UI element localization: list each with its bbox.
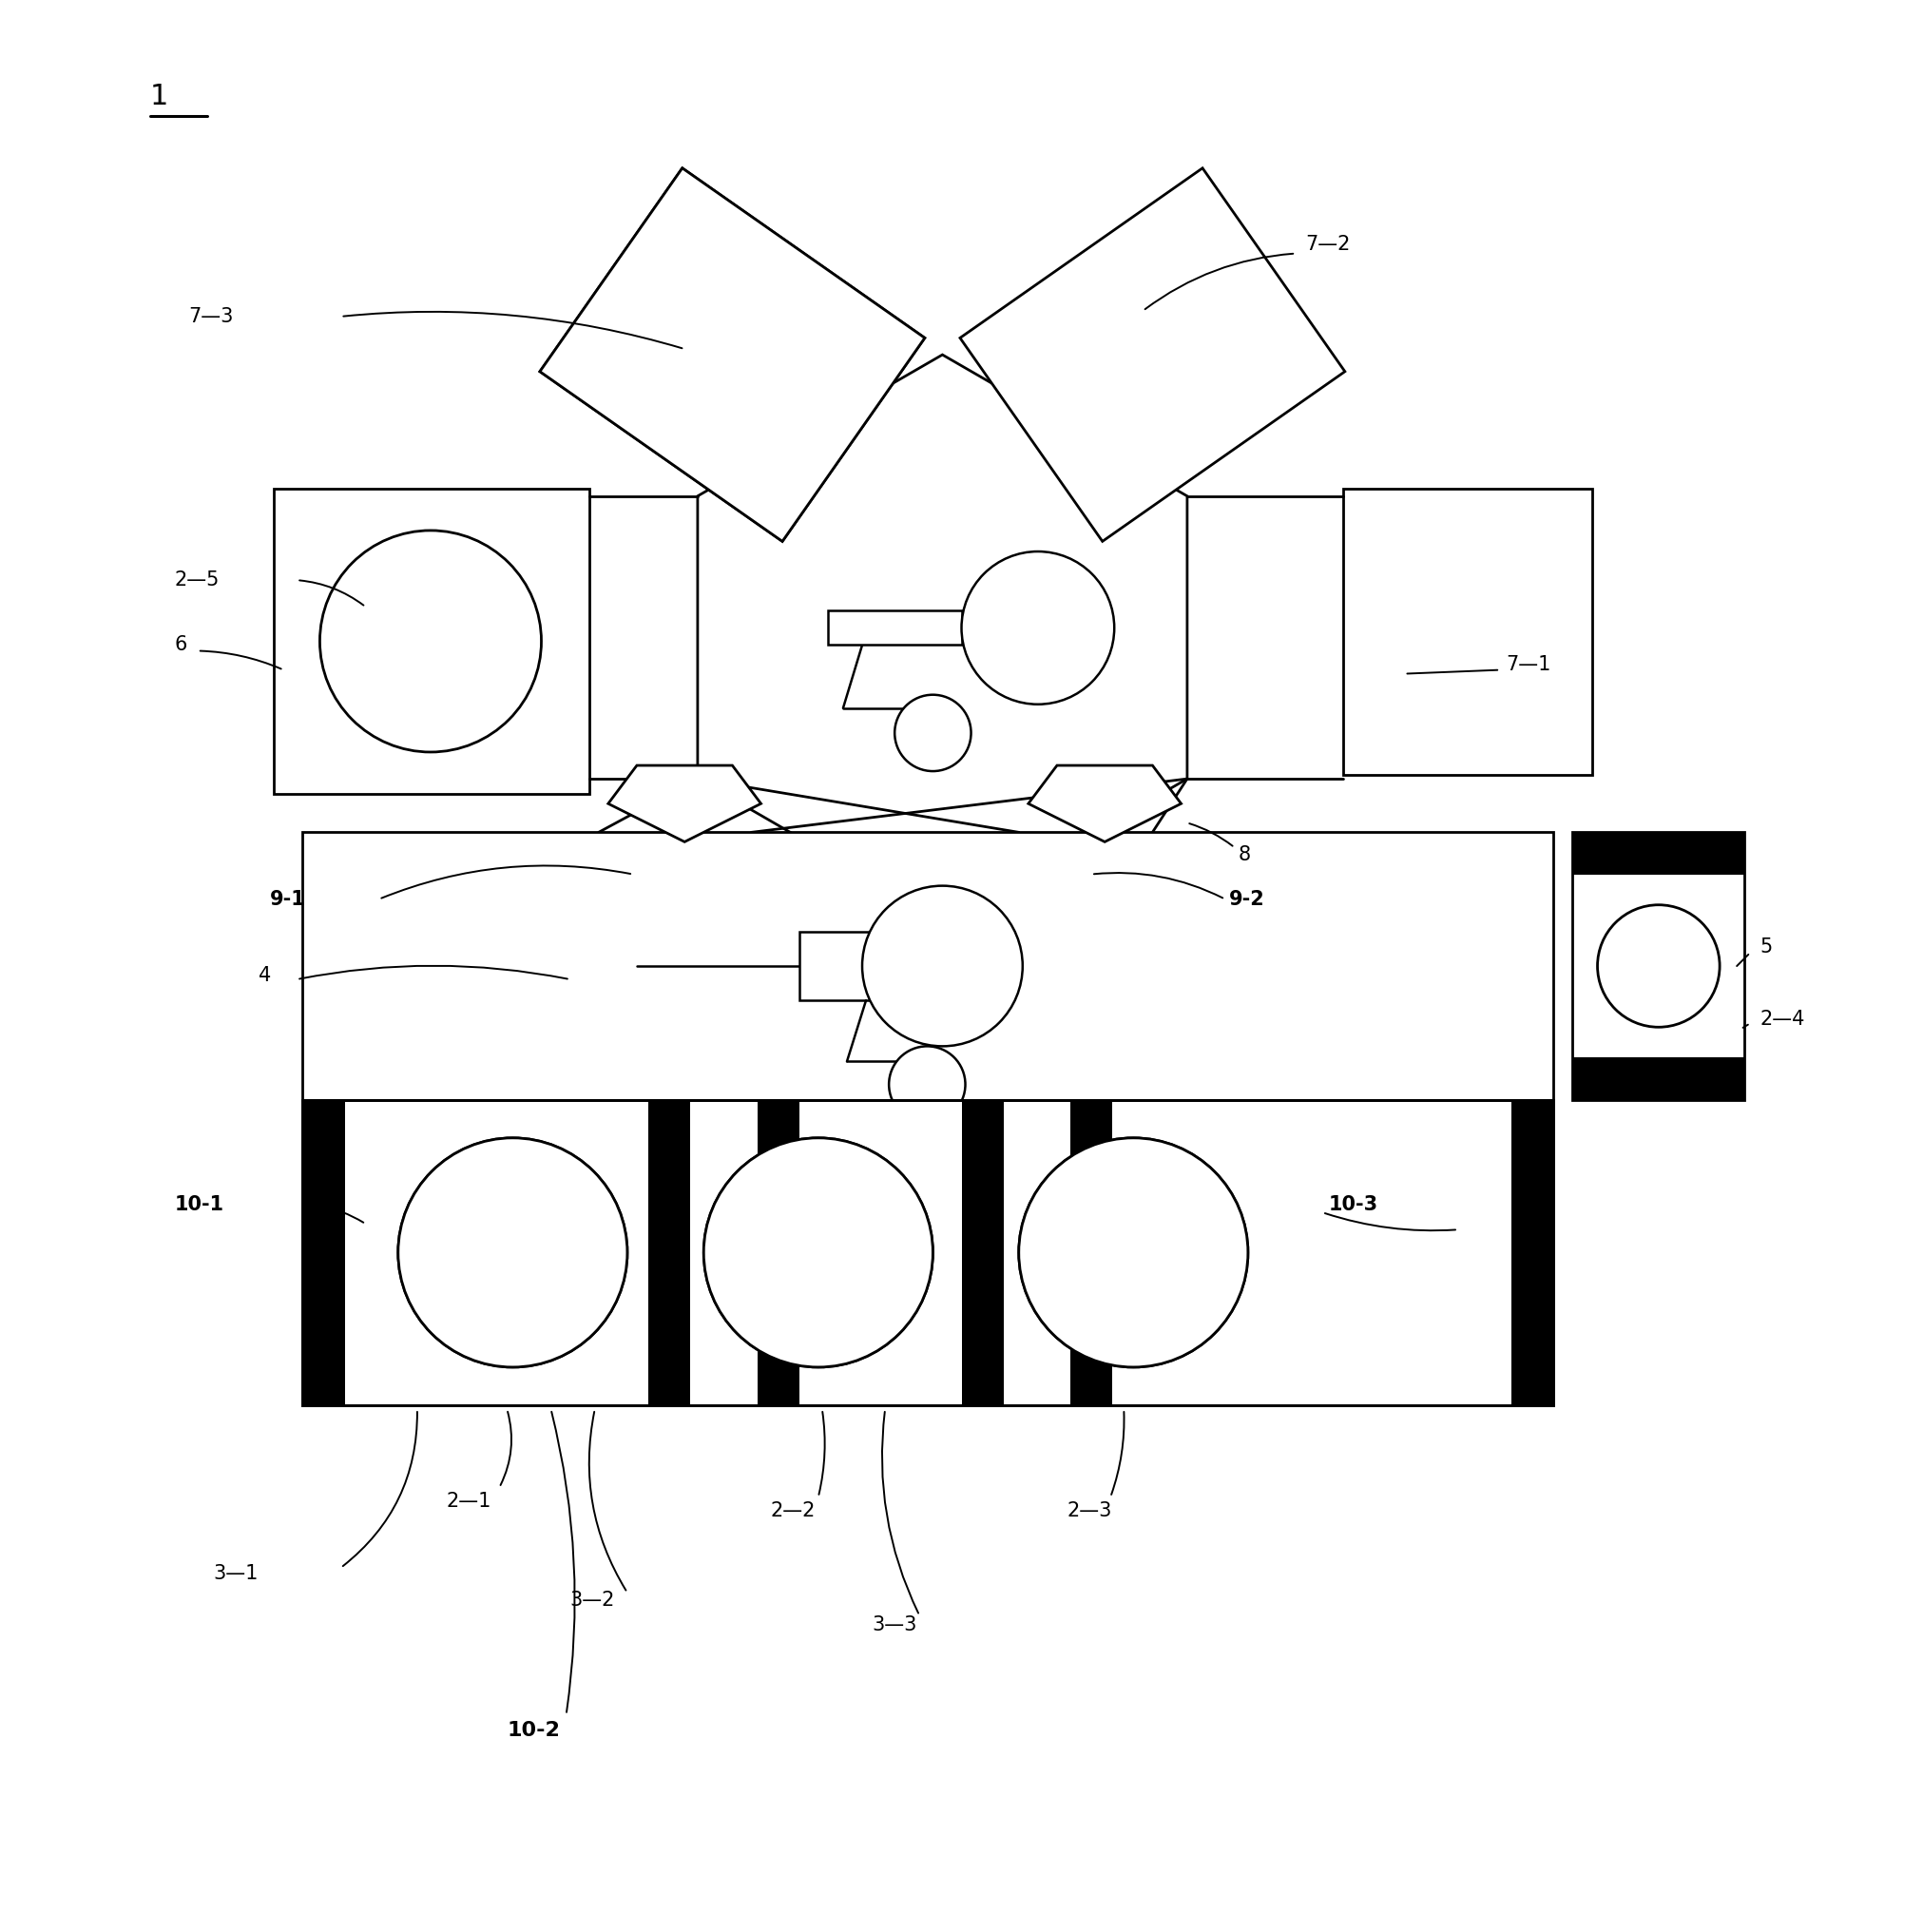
Circle shape (319, 531, 542, 752)
Circle shape (1598, 904, 1719, 1028)
Text: 3—2: 3—2 (569, 1590, 615, 1609)
Bar (1573, 833, 1744, 1099)
Polygon shape (1029, 765, 1181, 842)
Text: 7—1: 7—1 (1506, 655, 1550, 674)
Bar (962, 1099, 1004, 1405)
Text: 2—4: 2—4 (1760, 1010, 1806, 1030)
Text: 1: 1 (150, 83, 167, 110)
Text: 7—3: 7—3 (188, 307, 233, 327)
Text: 2—3: 2—3 (1067, 1501, 1111, 1520)
Text: 6: 6 (175, 636, 187, 655)
Text: 2—1: 2—1 (446, 1492, 490, 1511)
Bar (302, 833, 1554, 1099)
Text: 9-2: 9-2 (1229, 889, 1265, 908)
Text: 3—1: 3—1 (213, 1563, 258, 1582)
Text: 5: 5 (1760, 937, 1773, 956)
Bar (394, 1101, 631, 1403)
Text: 10-1: 10-1 (175, 1196, 225, 1215)
Bar (1344, 489, 1592, 775)
Text: 2—2: 2—2 (771, 1501, 815, 1520)
Bar (827, 611, 962, 645)
Circle shape (398, 1138, 627, 1368)
Bar (302, 1099, 344, 1405)
Bar (1015, 1101, 1252, 1403)
Text: 2—5: 2—5 (175, 570, 219, 589)
Polygon shape (698, 355, 1186, 920)
Bar (758, 1099, 800, 1405)
Polygon shape (608, 765, 762, 842)
Circle shape (398, 1138, 627, 1368)
Bar (700, 1101, 937, 1403)
Polygon shape (540, 168, 925, 541)
Circle shape (1019, 1138, 1248, 1368)
Bar (1511, 1099, 1554, 1405)
Circle shape (862, 885, 1023, 1047)
Circle shape (704, 1138, 933, 1368)
Text: 10-2: 10-2 (508, 1721, 560, 1739)
Bar (302, 1099, 1554, 1405)
Bar (1071, 1099, 1111, 1405)
Bar (273, 489, 588, 794)
Bar (1573, 1057, 1744, 1099)
Bar (302, 1099, 1554, 1405)
Bar (800, 931, 913, 1001)
Text: 4: 4 (260, 966, 271, 985)
Circle shape (704, 1138, 933, 1368)
Bar (648, 1099, 690, 1405)
Text: 7—2: 7—2 (1306, 234, 1350, 253)
Polygon shape (540, 168, 925, 541)
Circle shape (1019, 1138, 1248, 1368)
Polygon shape (960, 168, 1344, 541)
Circle shape (888, 1047, 965, 1122)
Circle shape (894, 696, 971, 771)
Text: 3—3: 3—3 (871, 1615, 917, 1634)
Text: 9-1: 9-1 (269, 889, 306, 908)
Text: 8: 8 (1238, 846, 1250, 866)
Text: 10-3: 10-3 (1329, 1196, 1377, 1215)
Bar (1573, 833, 1744, 875)
Circle shape (962, 551, 1113, 705)
